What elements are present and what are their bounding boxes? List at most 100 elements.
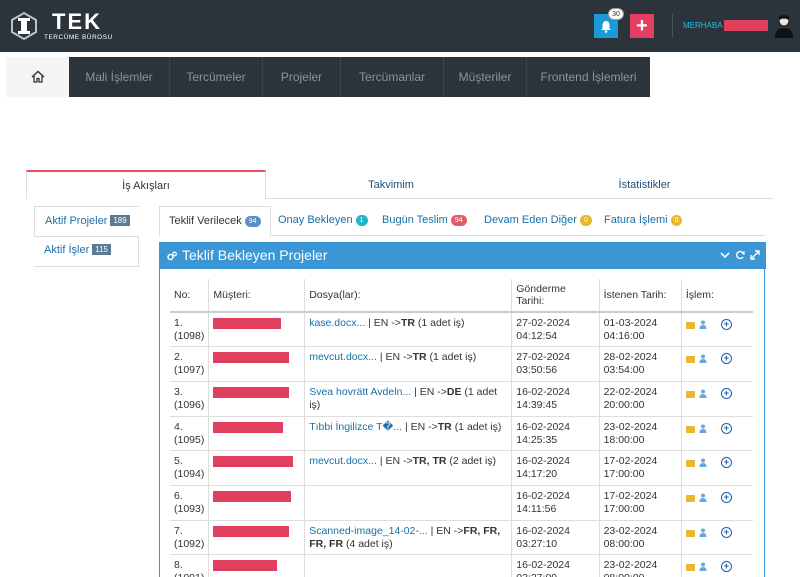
- nav-projeler[interactable]: Projeler: [263, 57, 341, 97]
- project-id: (1094): [174, 468, 205, 481]
- due-time: 17:00:00: [603, 468, 645, 481]
- due-date-cell: 28-02-2024 03:54:00: [599, 346, 682, 382]
- nav-frontend-islemleri[interactable]: Frontend İşlemleri: [540, 70, 637, 84]
- customer-cell: [208, 346, 306, 382]
- col-header-istenen-tarih[interactable]: İstenen Tarih:: [599, 279, 682, 313]
- project-id: (1092): [174, 537, 205, 550]
- user-assign-icon[interactable]: [699, 458, 707, 468]
- folder-icon[interactable]: [685, 564, 695, 572]
- file-link[interactable]: kase.docx...: [309, 317, 366, 329]
- row-number: 3.: [174, 385, 183, 398]
- col-header-musteri[interactable]: Müşteri:: [208, 279, 306, 313]
- top-bar: TEK TERCÜME BÜROSU 30 + MERHABA: [0, 0, 800, 52]
- due-date: 28-02-2024: [603, 351, 658, 364]
- project-id: (1097): [174, 364, 205, 377]
- file-link[interactable]: mevcut.docx...: [309, 455, 377, 468]
- actions-cell: +: [681, 416, 753, 452]
- user-avatar-icon[interactable]: [774, 14, 794, 38]
- subtab-devam-eden-diger[interactable]: Devam Eden Diğer 0: [484, 206, 592, 236]
- sent-date: 27-02-2024: [516, 351, 570, 364]
- collapse-chevron-icon[interactable]: [720, 249, 730, 261]
- file-link[interactable]: mevcut.docx...: [309, 351, 377, 364]
- files-cell: [304, 554, 513, 577]
- folder-icon[interactable]: [685, 322, 695, 329]
- refresh-icon[interactable]: [735, 249, 745, 261]
- file-link[interactable]: Tıbbi İngilizce T�...: [309, 420, 403, 433]
- count-badge: 0: [670, 215, 683, 226]
- target-languages: TR: [412, 351, 427, 364]
- redacted-customer: [213, 456, 294, 468]
- folder-icon[interactable]: [685, 390, 695, 398]
- file-link[interactable]: Scanned-image_14-02-...: [309, 524, 428, 537]
- add-circle-icon[interactable]: +: [720, 457, 732, 469]
- subtab-bugun-teslim[interactable]: Bugün Teslim 94: [382, 206, 467, 236]
- customer-cell: [208, 312, 306, 348]
- tab-takvimim[interactable]: Takvimim: [368, 179, 414, 191]
- nav-home[interactable]: [6, 57, 69, 97]
- table-row: 1. (1098) kase.docx... | EN ->TR (1 adet i…: [170, 312, 753, 348]
- sidebar-item-label: Aktif Projeler: [45, 215, 108, 227]
- panel-controls: [720, 249, 760, 261]
- nav-mali-islemler[interactable]: Mali İşlemler: [69, 57, 170, 97]
- row-number: 7.: [174, 524, 183, 537]
- add-circle-icon[interactable]: +: [720, 491, 732, 503]
- brand-name: TEK: [52, 9, 102, 34]
- language-pair: | EN ->: [379, 351, 413, 364]
- add-circle-icon[interactable]: +: [720, 387, 732, 399]
- customer-cell: [208, 381, 306, 417]
- redacted-username[interactable]: [724, 20, 768, 31]
- subtab-fatura-islemi[interactable]: Fatura İşlemi 0: [604, 206, 683, 236]
- add-circle-icon[interactable]: +: [720, 422, 732, 434]
- user-assign-icon[interactable]: [699, 354, 707, 364]
- row-number: 6.: [174, 489, 183, 502]
- sidebar-item-aktif-projeler[interactable]: Aktif Projeler 189: [34, 206, 139, 237]
- user-assign-icon[interactable]: [699, 389, 707, 398]
- target-languages: FR, FR, FR, FR: [309, 524, 501, 550]
- table-row: 5. (1094) mevcut.docx... | EN ->TR, TR (2 …: [170, 450, 753, 486]
- job-count: (2 adet iş): [449, 455, 497, 468]
- due-time: 08:00:00: [603, 537, 645, 550]
- subtab-label: Fatura İşlemi: [604, 214, 668, 226]
- add-circle-icon[interactable]: +: [720, 319, 732, 330]
- subtab-teklif-verilecek[interactable]: Teklif Verilecek 94: [159, 206, 271, 237]
- home-icon: [30, 70, 45, 83]
- row-number: 8.: [174, 559, 183, 572]
- subtab-onay-bekleyen[interactable]: Onay Bekleyen 1: [278, 206, 368, 236]
- count-badge: 0: [579, 215, 592, 226]
- due-date-cell: 01-03-2024 04:16:00: [599, 312, 682, 348]
- folder-icon[interactable]: [685, 494, 695, 502]
- col-header-dosyalar[interactable]: Dosya(lar):: [304, 279, 513, 313]
- nav-musteriler[interactable]: Müşteriler: [444, 57, 527, 97]
- user-assign-icon[interactable]: [699, 528, 707, 537]
- sent-date-cell: 16-02-2024 14:25:35: [511, 416, 600, 452]
- folder-icon[interactable]: [685, 460, 695, 468]
- col-header-no[interactable]: No:: [170, 279, 210, 313]
- row-number-cell: 7. (1092): [170, 520, 210, 556]
- col-header-gonderme-tarihi[interactable]: Gönderme Tarihi:: [511, 279, 600, 313]
- sidebar-item-aktif-isler[interactable]: Aktif İşler 115: [34, 236, 139, 267]
- fullscreen-icon[interactable]: [750, 249, 760, 261]
- subtab-label: Onay Bekleyen: [278, 214, 353, 226]
- add-circle-icon[interactable]: +: [720, 353, 732, 365]
- add-circle-icon[interactable]: +: [720, 561, 732, 573]
- customer-cell: [208, 485, 306, 521]
- tab-istatistikler[interactable]: İstatistikler: [618, 179, 671, 191]
- brand-logo[interactable]: TEK TERCÜME BÜROSU: [8, 10, 118, 44]
- user-assign-icon[interactable]: [699, 493, 707, 502]
- notifications-button[interactable]: [594, 14, 618, 38]
- folder-icon[interactable]: [685, 529, 695, 537]
- folder-icon[interactable]: [685, 425, 695, 433]
- tab-is-akislari[interactable]: İş Akışları: [26, 170, 266, 199]
- customer-cell: [208, 520, 306, 556]
- add-circle-icon[interactable]: +: [720, 526, 732, 538]
- file-link[interactable]: Svea hovrätt Avdeln...: [309, 385, 412, 398]
- folder-icon[interactable]: [685, 356, 695, 364]
- add-new-button[interactable]: +: [630, 14, 654, 38]
- user-assign-icon[interactable]: [699, 424, 707, 433]
- nav-tercumeler[interactable]: Tercümeler: [170, 57, 263, 97]
- nav-tercumanlar[interactable]: Tercümanlar: [341, 57, 444, 97]
- sent-date: 16-02-2024: [516, 559, 570, 572]
- user-assign-icon[interactable]: [699, 320, 707, 329]
- due-date-cell: 23-02-2024 18:00:00: [599, 416, 682, 452]
- user-assign-icon[interactable]: [699, 562, 707, 572]
